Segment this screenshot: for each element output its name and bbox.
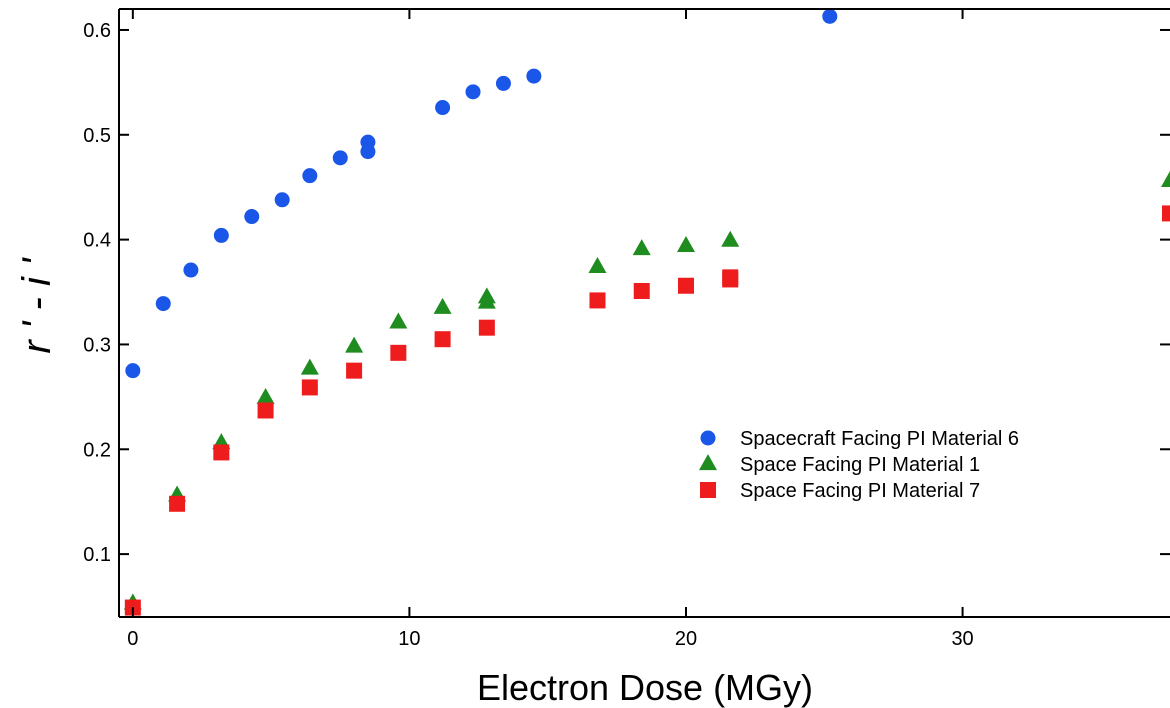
y-tick-label: 0.3 xyxy=(83,334,111,356)
x-tick-label: 20 xyxy=(675,628,697,650)
data-point-square xyxy=(390,344,407,361)
data-point-circle xyxy=(125,363,141,379)
data-point-triangle xyxy=(345,336,364,353)
tick-labels: 0 10 20 30 0.1 0.2 0.3 0.4 0.5 0.6 xyxy=(83,20,974,650)
data-point-triangle xyxy=(632,239,651,256)
data-point-square xyxy=(301,379,318,396)
legend-label: Space Facing PI Material 1 xyxy=(740,454,980,476)
data-point-triangle xyxy=(588,256,607,273)
series-triangle xyxy=(123,170,1170,610)
data-point-circle xyxy=(213,227,229,243)
data-point-square xyxy=(257,402,274,419)
legend-item: Spacecraft Facing PI Material 6 xyxy=(700,428,1019,450)
data-point-square xyxy=(169,495,186,512)
data-point-circle xyxy=(495,75,511,91)
data-point-square xyxy=(722,269,739,286)
data-point-triangle xyxy=(300,358,319,375)
data-point-circle xyxy=(526,68,542,84)
data-point-square xyxy=(478,319,495,336)
y-tick-label: 0.1 xyxy=(83,544,111,566)
x-axis-title: Electron Dose (MGy) xyxy=(477,667,813,708)
y-tick-label: 0.4 xyxy=(83,230,111,252)
data-point-circle xyxy=(822,8,838,24)
data-marks xyxy=(123,8,1170,616)
data-point-triangle xyxy=(477,287,496,304)
data-point-circle xyxy=(332,150,348,166)
data-point-circle xyxy=(155,296,171,312)
data-point-circle xyxy=(302,168,318,184)
series-square xyxy=(124,205,1170,616)
y-axis-title: r ' - i ' xyxy=(15,257,59,354)
data-point-square xyxy=(677,277,694,294)
data-point-circle xyxy=(183,262,199,278)
legend-item: Space Facing PI Material 7 xyxy=(700,480,980,502)
legend: Spacecraft Facing PI Material 6 Space Fac… xyxy=(699,428,1019,502)
legend-marker-circle xyxy=(700,430,716,446)
data-point-square xyxy=(589,292,606,309)
legend-marker-square xyxy=(700,482,716,498)
legend-marker-triangle xyxy=(699,454,717,471)
y-tick-label: 0.2 xyxy=(83,439,111,461)
data-point-square xyxy=(1162,205,1170,222)
legend-label: Spacecraft Facing PI Material 6 xyxy=(740,428,1019,450)
data-point-square xyxy=(346,362,363,379)
legend-item: Space Facing PI Material 1 xyxy=(699,454,980,476)
data-point-triangle xyxy=(676,235,695,252)
data-point-triangle xyxy=(256,387,275,404)
series-circle xyxy=(125,8,838,379)
data-point-triangle xyxy=(433,297,452,314)
x-tick-label: 30 xyxy=(951,628,973,650)
y-tick-label: 0.5 xyxy=(83,125,111,147)
x-tick-label: 0 xyxy=(127,628,138,650)
data-point-square xyxy=(213,444,230,461)
ticks xyxy=(119,9,1170,617)
data-point-square xyxy=(434,331,451,348)
data-point-circle xyxy=(435,100,451,116)
data-point-circle xyxy=(274,192,290,208)
data-point-triangle xyxy=(721,230,740,247)
x-tick-label: 10 xyxy=(398,628,420,650)
y-tick-label: 0.6 xyxy=(83,20,111,42)
data-point-circle xyxy=(465,84,481,100)
data-point-circle xyxy=(244,209,260,225)
legend-label: Space Facing PI Material 7 xyxy=(740,480,980,502)
data-point-triangle xyxy=(389,312,408,329)
data-point-circle xyxy=(360,134,376,150)
axes xyxy=(118,8,1170,618)
data-point-triangle xyxy=(1161,170,1170,187)
data-point-square xyxy=(633,282,650,299)
